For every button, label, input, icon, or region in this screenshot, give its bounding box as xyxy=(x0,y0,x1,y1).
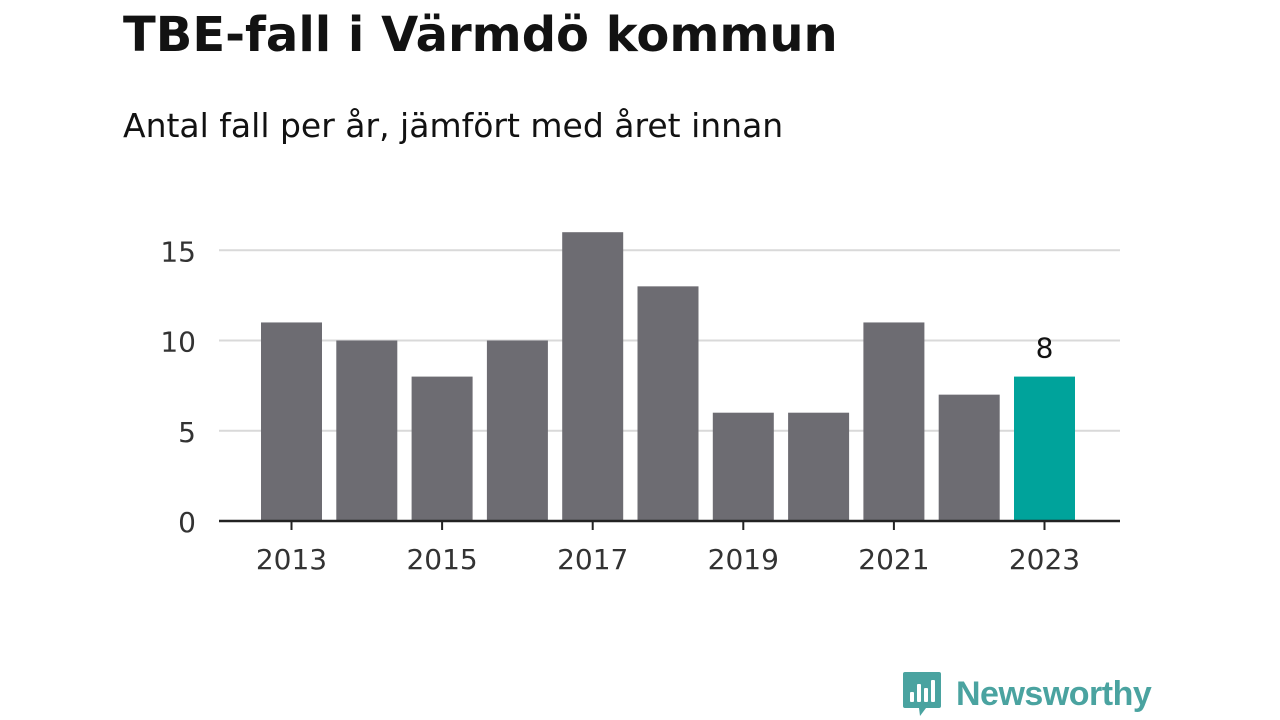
bar-2021 xyxy=(863,322,925,521)
bar-2023 xyxy=(1014,376,1075,521)
chart-subtitle: Antal fall per år, jämfört med året inna… xyxy=(123,106,784,145)
bar-2016 xyxy=(486,340,548,521)
brand-logo: Newsworthy xyxy=(902,668,1152,720)
x-axis-tick-labels: 2013 2015 2017 2019 2021 2023 xyxy=(256,543,1080,576)
brand-name: Newsworthy xyxy=(956,674,1152,713)
bar-2020 xyxy=(788,412,850,521)
bar-2014 xyxy=(336,340,398,521)
y-axis-tick-labels: 0 5 10 15 xyxy=(160,235,196,539)
bars xyxy=(261,232,1075,521)
bar-2013 xyxy=(261,322,322,521)
y-tick-label-10: 10 xyxy=(160,326,196,359)
x-tick-label-2021: 2021 xyxy=(858,543,929,576)
chart-title: TBE-fall i Värmdö kommun xyxy=(123,7,838,63)
x-tick-label-2015: 2015 xyxy=(406,543,477,576)
data-labels: 8 xyxy=(1036,332,1054,365)
x-axis xyxy=(219,519,1120,530)
y-tick-label-0: 0 xyxy=(178,506,196,539)
x-tick-label-2023: 2023 xyxy=(1009,543,1080,576)
y-tick-label-15: 15 xyxy=(160,235,196,268)
bar-2015 xyxy=(411,376,473,521)
bar-2018 xyxy=(637,286,699,521)
y-tick-label-5: 5 xyxy=(178,416,196,449)
data-label-2023: 8 xyxy=(1036,332,1054,365)
bar-2017 xyxy=(562,232,624,521)
x-tick-label-2019: 2019 xyxy=(708,543,779,576)
x-tick-label-2013: 2013 xyxy=(256,543,327,576)
bar-2022 xyxy=(938,394,1000,521)
newsworthy-logo-icon xyxy=(903,672,941,716)
x-tick-label-2017: 2017 xyxy=(557,543,628,576)
bar-2019 xyxy=(712,412,774,521)
